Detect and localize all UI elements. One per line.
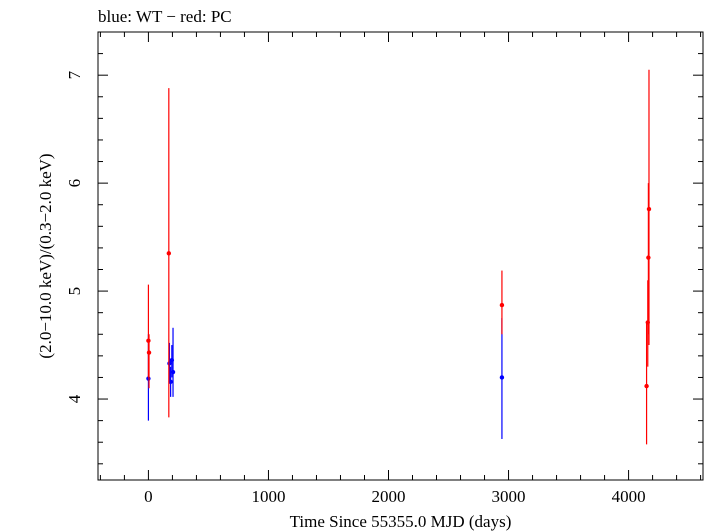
data-point [170, 369, 176, 375]
data-series [146, 69, 652, 445]
x-axis-label: Time Since 55355.0 MJD (days) [290, 512, 512, 531]
data-point [146, 350, 152, 355]
data-point [499, 302, 505, 308]
series-group [146, 69, 652, 445]
y-tick-label: 7 [65, 70, 84, 79]
data-point [646, 255, 651, 260]
y-tick-label: 6 [65, 179, 84, 188]
x-tick-label: 1000 [251, 487, 285, 506]
data-point [168, 379, 173, 384]
data-point [166, 251, 172, 256]
y-axis-label: (2.0−10.0 keV)/(0.3−2.0 keV) [36, 153, 55, 358]
data-point [646, 206, 652, 212]
y-tick-label: 5 [65, 287, 84, 296]
y-tick-label: 4 [65, 394, 84, 403]
series-group [146, 318, 505, 439]
x-tick-label: 4000 [612, 487, 646, 506]
x-tick-label: 3000 [492, 487, 526, 506]
x-tick-label: 0 [144, 487, 153, 506]
x-tick-label: 2000 [371, 487, 405, 506]
data-point [146, 338, 151, 343]
data-point [499, 375, 505, 380]
chart-title: blue: WT − red: PC [98, 7, 232, 26]
axis-ticks: 0 1000 2000 3000 4000 4 5 6 7 [65, 31, 703, 506]
data-point [644, 383, 649, 389]
plot-frame [97, 31, 704, 481]
